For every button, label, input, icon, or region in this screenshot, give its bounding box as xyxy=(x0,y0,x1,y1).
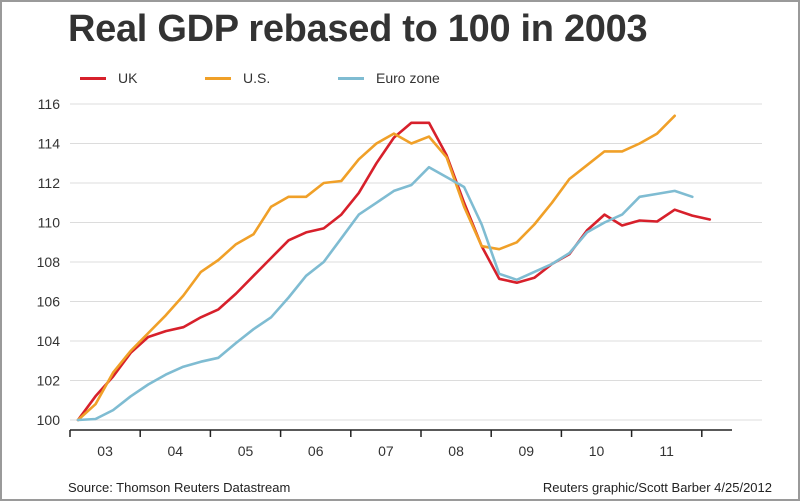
chart-title: Real GDP rebased to 100 in 2003 xyxy=(68,8,648,50)
credit-note: Reuters graphic/Scott Barber 4/25/2012 xyxy=(542,480,772,495)
x-tick-label: 06 xyxy=(308,443,324,459)
x-tick-label: 09 xyxy=(519,443,535,459)
legend-swatch-euro xyxy=(338,76,364,80)
x-tick-label: 03 xyxy=(97,443,113,459)
y-tick-label: 104 xyxy=(37,333,61,349)
series-line-uk xyxy=(76,121,712,422)
y-tick-label: 112 xyxy=(38,175,61,191)
legend-label-us: U.S. xyxy=(243,70,271,86)
y-tick-label: 110 xyxy=(38,215,61,231)
x-tick-label: 11 xyxy=(659,443,674,459)
x-tick-label: 04 xyxy=(168,443,184,459)
x-tick-label: 08 xyxy=(448,443,464,459)
legend-swatch-us xyxy=(205,76,231,80)
series-line-u-s xyxy=(76,114,677,422)
y-tick-label: 108 xyxy=(37,254,61,270)
y-tick-label: 100 xyxy=(37,412,61,428)
x-tick-label: 07 xyxy=(378,443,394,459)
y-tick-label: 106 xyxy=(37,294,61,310)
y-tick-label: 102 xyxy=(37,373,61,389)
legend-item-uk: UK xyxy=(80,70,137,86)
y-tick-label: 116 xyxy=(38,96,61,112)
source-note: Source: Thomson Reuters Datastream xyxy=(68,480,291,495)
legend-item-euro: Euro zone xyxy=(338,70,440,86)
x-tick-label: 10 xyxy=(589,443,605,459)
legend-label-uk: UK xyxy=(118,70,138,86)
series-line-euro-zone xyxy=(76,165,694,422)
legend-item-us: U.S. xyxy=(205,70,270,86)
legend-label-euro: Euro zone xyxy=(376,70,440,86)
x-tick-label: 05 xyxy=(238,443,254,459)
legend-swatch-uk xyxy=(80,76,106,80)
y-tick-label: 114 xyxy=(38,136,61,152)
